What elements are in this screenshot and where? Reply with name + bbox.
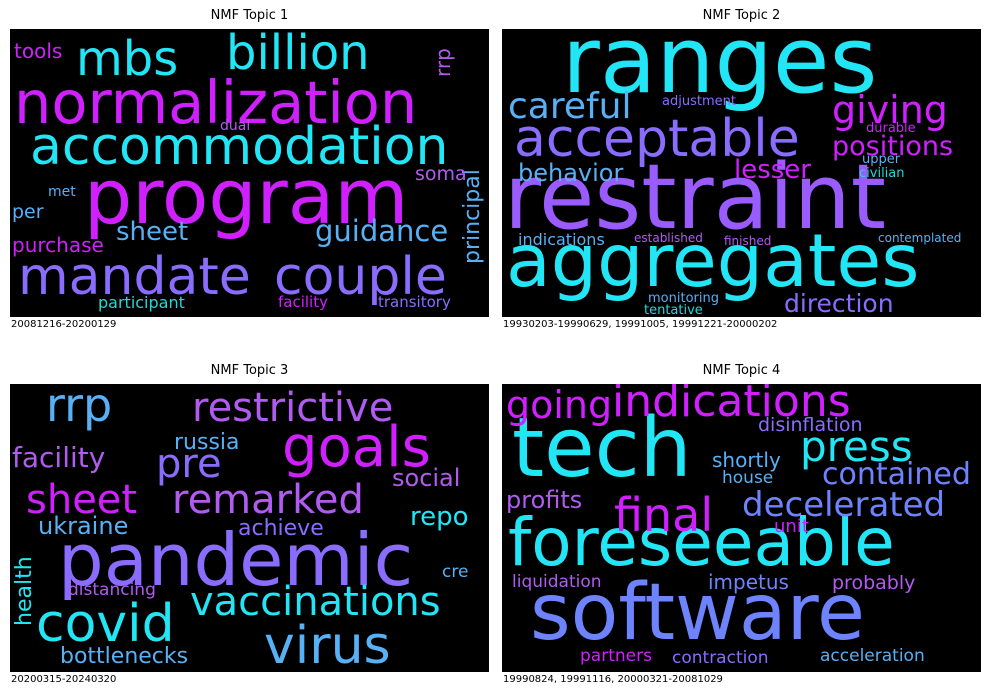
panel-title-topic-1: NMF Topic 1 [10,8,489,23]
word: soma [415,165,467,184]
word: partners [580,648,652,665]
word: russia [174,432,240,454]
word: adjustment [662,95,736,108]
word: direction [784,291,894,316]
word: sheet [116,219,188,245]
word: house [722,470,773,487]
word: durable [866,122,916,135]
word: covid [36,598,175,650]
word: distancing [68,582,156,599]
word: indications [518,232,605,248]
panel-caption-topic-1: 20081216-20200129 [11,319,116,330]
word-cloud-topic-4: tech foreseeable software indications go… [502,384,981,672]
word: disinflation [758,416,863,435]
panel-caption-topic-4: 19990824, 19991116, 20000321-20081029 [503,674,723,685]
word: guidance [315,217,448,246]
word: going [506,386,612,424]
word: mbs [76,35,178,83]
word: social [392,466,460,490]
word-cloud-topic-2: ranges restraint aggregates acceptable c… [502,29,981,317]
panel-caption-topic-2: 19930203-19990629, 19991005, 19991221-20… [503,319,777,330]
word: final [614,492,713,538]
word: participant [98,295,185,311]
word: repo [410,504,469,530]
word: upper [862,153,900,166]
word: liquidation [512,574,602,591]
word: unit [774,518,809,536]
word-cloud-topic-1: program normalization accommodation mand… [10,29,489,317]
word: ukraine [38,514,128,538]
word: decelerated [742,488,945,522]
word: purchase [12,235,104,255]
panel-title-topic-4: NMF Topic 4 [502,363,981,378]
panel-caption-topic-3: 20200315-20240320 [11,674,116,685]
word: cre [442,564,468,581]
word-cloud-topic-3: pandemic covid virus vaccinations goals … [10,384,489,672]
word: facility [278,295,328,310]
word: achieve [238,518,324,540]
word: virus [264,620,391,672]
word: contraction [672,650,769,667]
word: rrp [433,48,453,77]
word: met [48,185,76,199]
word: rrp [46,384,112,428]
word: restrictive [192,388,393,428]
word: contained [822,460,971,490]
word: contemplated [878,232,961,244]
word: transitory [378,295,451,310]
panel-title-topic-3: NMF Topic 3 [10,363,489,378]
word: lesser [734,157,811,183]
word: acceleration [820,648,925,665]
word: per [12,203,44,222]
word: vaccinations [190,582,441,622]
word: billion [226,29,370,77]
word: health [14,556,36,626]
word: facility [12,444,105,472]
word: tentative [644,304,703,317]
word: finished [724,235,771,247]
word: careful [508,89,632,125]
word: established [634,232,703,244]
word: dual [220,119,250,133]
word: tools [14,41,62,61]
word: profits [506,488,582,512]
word: probably [832,574,915,593]
panel-title-topic-2: NMF Topic 2 [502,8,981,23]
word: bottlenecks [60,646,188,668]
word: behavior [518,161,623,185]
word: impetus [708,572,789,592]
word: shortly [712,450,781,470]
word: civilian [859,167,905,180]
